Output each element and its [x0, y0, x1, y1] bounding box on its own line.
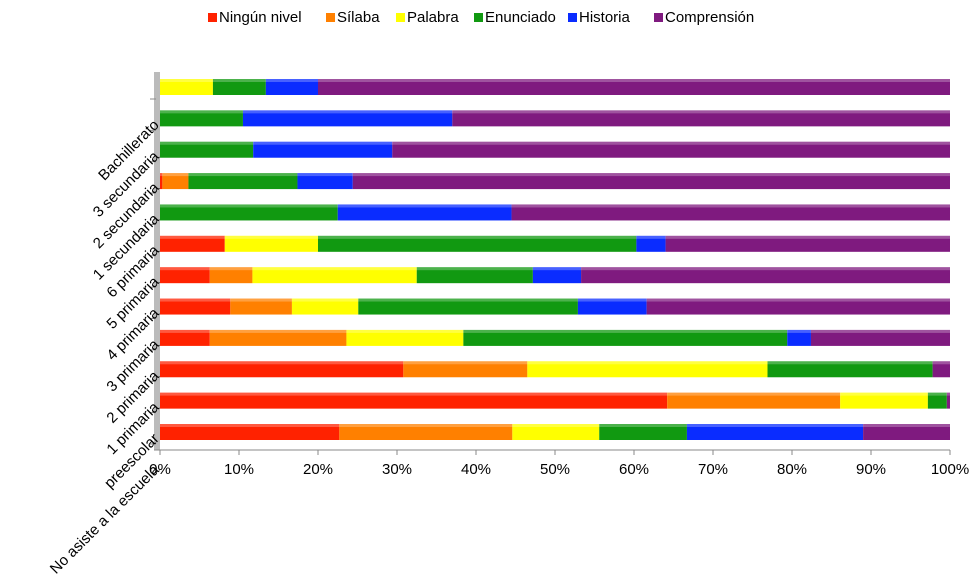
x-tick-label: 90% [856, 461, 886, 478]
bar-segment [863, 424, 950, 440]
x-tick-label: 40% [461, 461, 491, 478]
bar-highlight [160, 235, 950, 239]
bar-highlight [160, 79, 950, 82]
legend-swatch [474, 13, 483, 22]
bar-segment [346, 329, 464, 346]
bar-segment [265, 79, 318, 95]
bar-segment [599, 424, 687, 440]
bar-highlight [160, 173, 950, 177]
bar-segment [686, 424, 864, 440]
bar-segment [339, 424, 513, 440]
bar-segment [291, 298, 359, 315]
bar-highlight [160, 267, 950, 271]
bar-segment [160, 392, 668, 409]
bar-highlight [160, 392, 950, 396]
bar-segment [318, 79, 950, 95]
bar-segment [577, 298, 647, 315]
legend-swatch [654, 13, 663, 22]
bar-segment [162, 173, 189, 190]
bar-segment [242, 110, 453, 127]
bar-segment [160, 204, 338, 221]
bar-highlight [160, 204, 950, 208]
legend-label: Sílaba [337, 9, 380, 26]
bar-segment [665, 235, 950, 252]
x-tick-label: 80% [777, 461, 807, 478]
legend-swatch [396, 13, 405, 22]
bar-segment [403, 361, 528, 378]
axis-wall [154, 72, 160, 450]
bar-segment [452, 110, 950, 127]
x-tick-label: 70% [698, 461, 728, 478]
bar-segment [253, 141, 393, 158]
bar-segment [810, 329, 950, 346]
bar-segment [512, 424, 600, 440]
bar-segment [160, 79, 213, 95]
bar-segment [212, 79, 266, 95]
bar-segment [230, 298, 292, 315]
bar-segment [358, 298, 578, 315]
x-tick-label: 20% [303, 461, 333, 478]
legend-label: Historia [579, 9, 631, 26]
bar-segment [160, 141, 254, 158]
bar-segment [840, 392, 928, 409]
legend-label: Comprensión [665, 9, 754, 26]
bar-segment [297, 173, 353, 190]
bar-segment [416, 267, 533, 284]
bar-segment [463, 329, 788, 346]
bar-segment [209, 267, 253, 284]
bar-segment [787, 329, 811, 346]
bar-segment [160, 329, 210, 346]
bar-segment [160, 424, 340, 440]
bar-segment [767, 361, 933, 378]
bar-highlight [160, 141, 950, 145]
bar-segment [160, 110, 243, 127]
bar-highlight [160, 329, 950, 333]
bar-segment [527, 361, 768, 378]
bar-segment [160, 267, 210, 284]
legend-label: Enunciado [485, 9, 556, 26]
x-tick-label: 0% [149, 461, 171, 478]
legend-swatch [326, 13, 335, 22]
x-tick-label: 100% [931, 461, 969, 478]
bar-segment [160, 361, 404, 378]
legend-swatch [568, 13, 577, 22]
legend-swatch [208, 13, 217, 22]
bar-highlight [160, 110, 950, 114]
bar-segment [581, 267, 950, 284]
bar-highlight [160, 424, 950, 427]
bar-segment [392, 141, 950, 158]
bar-segment [646, 298, 950, 315]
legend-label: Palabra [407, 9, 459, 26]
x-tick-label: 60% [619, 461, 649, 478]
bar-segment [318, 235, 637, 252]
bar-segment [352, 173, 950, 190]
bar-highlight [160, 298, 950, 302]
bar-segment [667, 392, 841, 409]
bar-segment [932, 361, 950, 378]
bar-segment [224, 235, 318, 252]
bar-highlight [160, 361, 950, 365]
bar-segment [946, 392, 950, 409]
bar-segment [209, 329, 347, 346]
bar-segment [160, 298, 231, 315]
bar-segment [927, 392, 947, 409]
x-tick-label: 10% [224, 461, 254, 478]
x-tick-label: 50% [540, 461, 570, 478]
bar-segment [160, 173, 163, 190]
bar-segment [532, 267, 582, 284]
bar-segment [511, 204, 950, 221]
legend-label: Ningún nivel [219, 9, 302, 26]
x-tick-label: 30% [382, 461, 412, 478]
bar-segment [188, 173, 298, 190]
bar-segment [636, 235, 666, 252]
bar-segment [337, 204, 512, 221]
bar-segment [252, 267, 417, 284]
bar-segment [160, 235, 225, 252]
